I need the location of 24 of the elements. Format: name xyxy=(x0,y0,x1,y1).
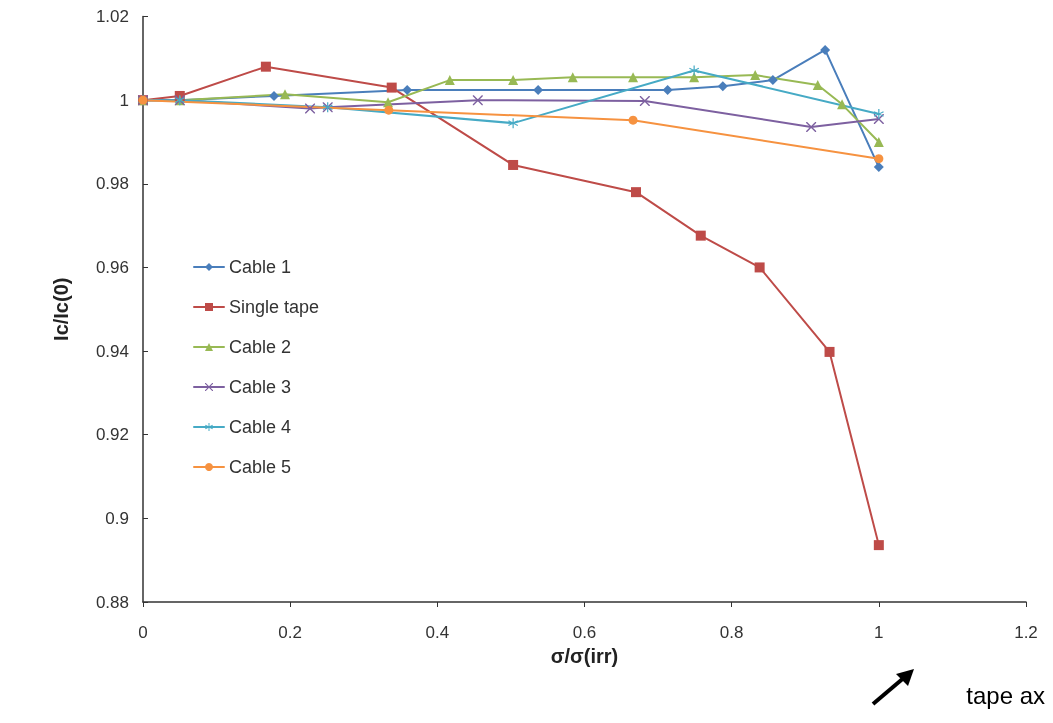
y-tick-label: 1 xyxy=(119,90,129,110)
legend-label: Cable 4 xyxy=(229,417,292,437)
x-tick-label: 0.2 xyxy=(278,623,302,642)
x-axis-title: σ/σ(irr) xyxy=(550,644,619,667)
text: tape ax xyxy=(966,681,1046,709)
y-tick-label: 0.9 xyxy=(105,508,129,528)
legend-label: Cable 1 xyxy=(229,257,292,277)
x-tick-label: 1 xyxy=(874,623,884,642)
x-tick-label: 0 xyxy=(138,623,148,642)
y-tick-label: 0.92 xyxy=(95,425,129,445)
x-tick-label: 0.6 xyxy=(572,623,597,642)
x-tick-label: 0.4 xyxy=(425,623,450,642)
legend-label: Cable 5 xyxy=(229,457,292,477)
x-tick-label: 0.8 xyxy=(719,623,744,642)
y-tick-label: 0.88 xyxy=(95,592,129,612)
legend-label: Cable 3 xyxy=(229,377,292,397)
y-tick-label: 1.02 xyxy=(95,7,129,26)
legend-label: Cable 2 xyxy=(229,337,292,357)
y-tick-label: 0.98 xyxy=(95,174,129,194)
y-tick-label: 0.96 xyxy=(95,257,129,277)
y-tick-label: 0.94 xyxy=(95,341,129,361)
legend-label: Single tape xyxy=(229,297,320,317)
y-axis-title: Ic/Ic(0) xyxy=(50,277,72,341)
x-tick-label: 1.2 xyxy=(1014,623,1038,642)
